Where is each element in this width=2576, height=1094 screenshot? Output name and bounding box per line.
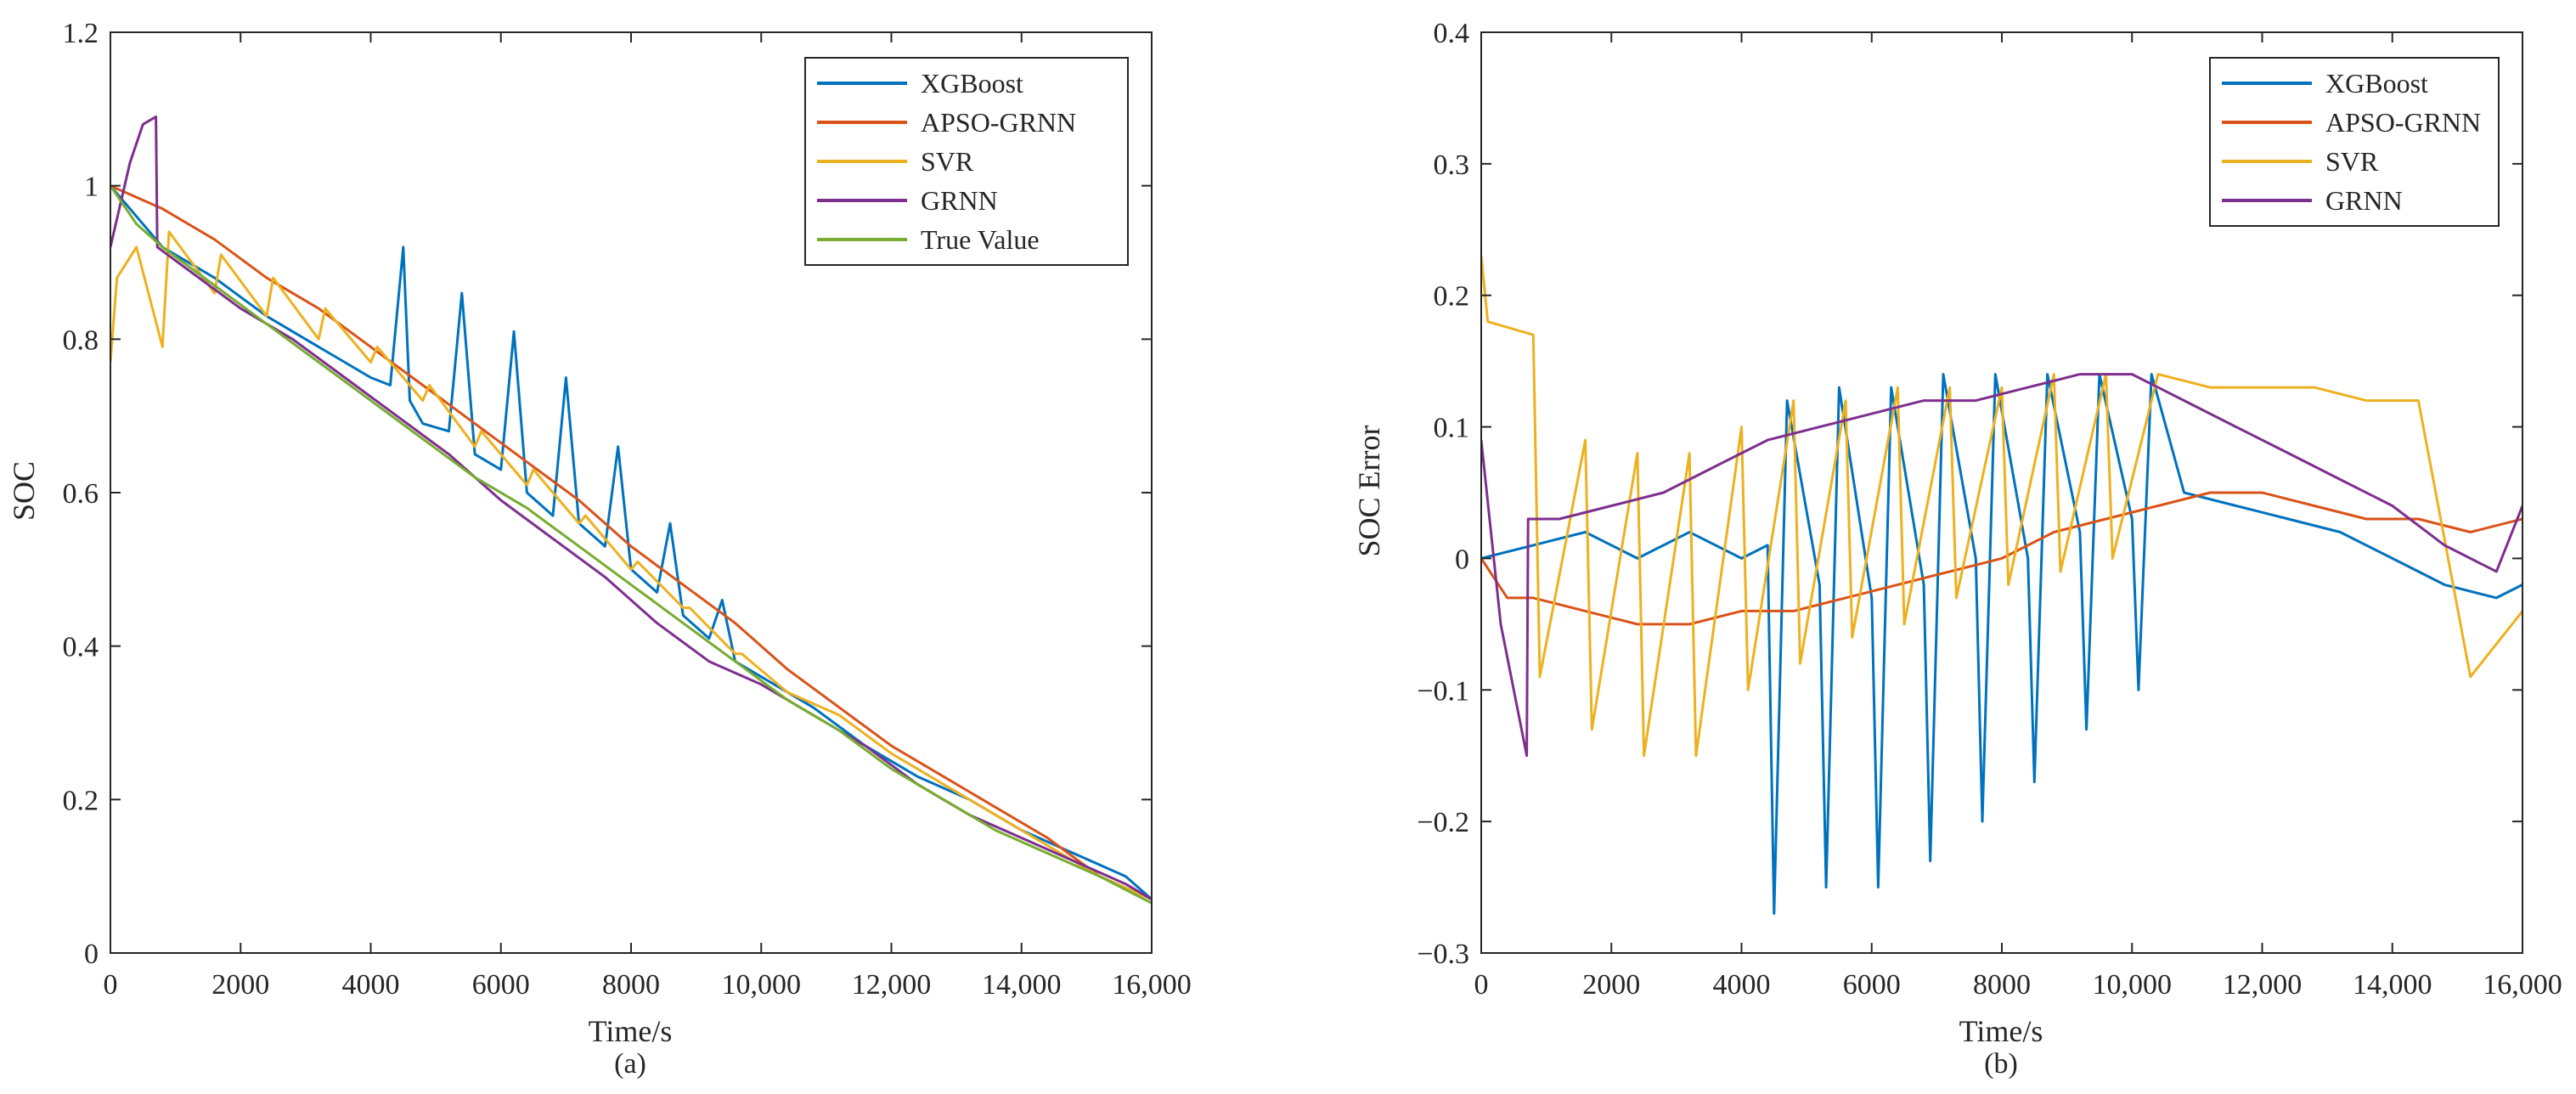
panel-b-series-group bbox=[1481, 256, 2522, 915]
panel-a-legend-label-1: APSO-GRNN bbox=[921, 107, 1076, 138]
panel-a-x-tick-label: 8000 bbox=[602, 969, 660, 1001]
panel-a-x-axis-label: Time/s bbox=[589, 1014, 673, 1048]
panel-a-y-tick-label: 0.8 bbox=[63, 324, 99, 356]
panel-b-legend-label-0: XGBoost bbox=[2325, 68, 2428, 99]
panel-b-y-tick-label: 0.1 bbox=[1434, 413, 1470, 444]
panel-b-y-tick-label: 0 bbox=[1455, 544, 1469, 575]
panel-a-x-tick-label: 14,000 bbox=[982, 969, 1062, 1001]
panel-b-x-axis-label: Time/s bbox=[1959, 1014, 2043, 1048]
panel-b-legend-box bbox=[2209, 57, 2500, 227]
panel-b-x-tick-label: 8000 bbox=[1973, 969, 2031, 1001]
panel-a-series-line-0 bbox=[110, 184, 1152, 900]
panel-a-series-line-1 bbox=[110, 184, 1152, 901]
panel-a-series-group bbox=[110, 115, 1152, 905]
chart-panel-b: (b) Time/s SOC Error 0 2000 4000 6000 8000 10… bbox=[1352, 18, 2562, 1080]
panel-b-x-tick-label: 0 bbox=[1474, 969, 1489, 1001]
panel-a-legend-label-4: True Value bbox=[921, 224, 1040, 255]
panel-b-series-line-2 bbox=[1481, 256, 2522, 758]
chart-panel-a: (a) Time/s SOC 0 2000 4000 6000 8000 10,000 12… bbox=[7, 18, 1192, 1080]
panel-a-x-tick-label: 2000 bbox=[211, 969, 269, 1001]
panel-b-y-tick-label: 0.4 bbox=[1434, 18, 1470, 49]
panel-b-x-tick-label: 10,000 bbox=[2093, 969, 2173, 1001]
panel-a-x-tick-label: 6000 bbox=[472, 969, 530, 1001]
panel-a-x-tick-label: 4000 bbox=[342, 969, 400, 1001]
panel-a-legend-label-3: GRNN bbox=[921, 185, 998, 216]
panel-b-x-tick-label: 2000 bbox=[1582, 969, 1640, 1001]
panel-b-y-tick-label: 0.2 bbox=[1434, 281, 1470, 313]
panel-b-y-tick-label: 0.3 bbox=[1434, 149, 1470, 181]
panel-a-x-tick-label: 10,000 bbox=[722, 969, 802, 1001]
panel-a-y-tick-label: 1.2 bbox=[63, 18, 99, 49]
panel-b-x-tick-label: 12,000 bbox=[2223, 969, 2303, 1001]
panel-b-label: (b) bbox=[1984, 1048, 2018, 1080]
panel-a-y-tick-label: 1 bbox=[84, 172, 99, 203]
panel-b-x-tick-label: 4000 bbox=[1713, 969, 1771, 1001]
panel-b-y-tick-label: −0.1 bbox=[1417, 675, 1469, 707]
panel-b-legend-label-3: GRNN bbox=[2325, 185, 2403, 216]
panel-a-legend: XGBoost APSO-GRNN SVR GRNN True Value bbox=[804, 57, 1129, 266]
panel-b-legend: XGBoost APSO-GRNN SVR GRNN bbox=[2209, 57, 2500, 227]
panel-a-legend-label-0: XGBoost bbox=[921, 68, 1023, 99]
panel-b-x-tick-label: 6000 bbox=[1843, 969, 1901, 1001]
panel-b-legend-label-1: APSO-GRNN bbox=[2325, 107, 2481, 138]
panel-b-y-tick-label: −0.2 bbox=[1417, 807, 1469, 838]
panel-a-x-tick-label: 16,000 bbox=[1112, 969, 1192, 1001]
panel-b-y-axis-label: SOC Error bbox=[1352, 426, 1386, 557]
panel-a-x-tick-label: 0 bbox=[104, 969, 118, 1001]
panel-a-y-tick-label: 0.6 bbox=[63, 478, 99, 510]
panel-a-y-tick-label: 0 bbox=[84, 939, 99, 970]
panel-b-x-tick-label: 16,000 bbox=[2483, 969, 2562, 1001]
panel-a-y-tick-label: 0.2 bbox=[63, 785, 99, 816]
panel-b-series-line-3 bbox=[1481, 373, 2522, 758]
panel-a-series-line-4 bbox=[110, 184, 1152, 905]
panel-a-label: (a) bbox=[614, 1048, 646, 1080]
panel-b-x-tick-label: 14,000 bbox=[2353, 969, 2432, 1001]
panel-a-y-axis-label: SOC bbox=[7, 461, 41, 521]
panel-a-legend-label-2: SVR bbox=[921, 146, 974, 177]
panel-b-series-line-0 bbox=[1481, 373, 2522, 915]
panel-b-legend-label-2: SVR bbox=[2325, 146, 2379, 177]
panel-b-y-tick-label: −0.3 bbox=[1417, 939, 1469, 970]
panel-a-y-tick-label: 0.4 bbox=[63, 632, 99, 663]
panel-a-x-tick-label: 12,000 bbox=[852, 969, 932, 1001]
panel-a-series-line-2 bbox=[110, 230, 1152, 901]
